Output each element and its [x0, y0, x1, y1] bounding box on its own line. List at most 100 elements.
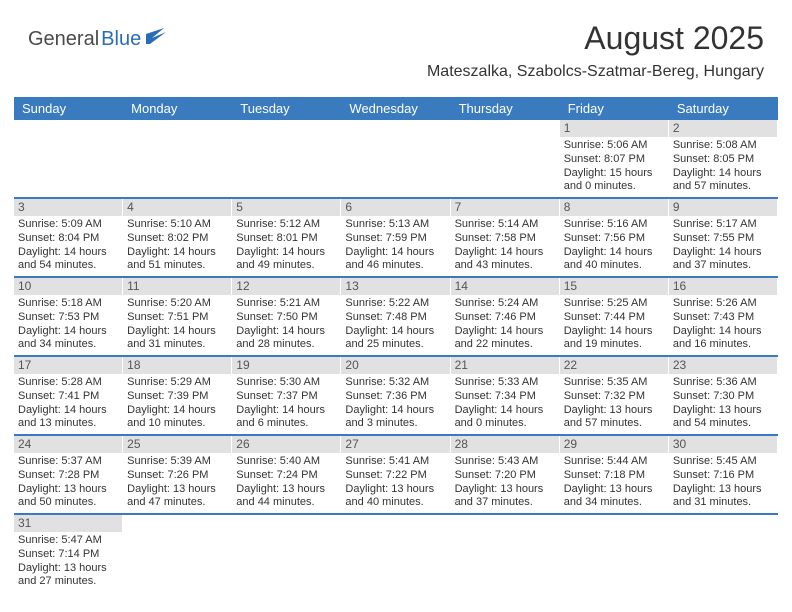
day-cell: 1Sunrise: 5:06 AMSunset: 8:07 PMDaylight… — [560, 120, 669, 197]
day-cell: 9Sunrise: 5:17 AMSunset: 7:55 PMDaylight… — [669, 199, 778, 276]
day-number: 10 — [14, 278, 122, 295]
daylight-line: Daylight: 14 hours and 22 minutes. — [455, 325, 555, 353]
day-cell: 10Sunrise: 5:18 AMSunset: 7:53 PMDayligh… — [14, 278, 123, 355]
day-number: 8 — [560, 199, 668, 216]
sunrise-line: Sunrise: 5:36 AM — [673, 376, 773, 390]
week-row: 24Sunrise: 5:37 AMSunset: 7:28 PMDayligh… — [14, 436, 778, 515]
day-number: 5 — [232, 199, 340, 216]
day-cell: 11Sunrise: 5:20 AMSunset: 7:51 PMDayligh… — [123, 278, 232, 355]
day-number: 29 — [560, 436, 668, 453]
day-number: 22 — [560, 357, 668, 374]
sunset-line: Sunset: 7:41 PM — [18, 390, 118, 404]
day-number: 6 — [341, 199, 449, 216]
sunset-line: Sunset: 8:02 PM — [127, 232, 227, 246]
day-cell: 17Sunrise: 5:28 AMSunset: 7:41 PMDayligh… — [14, 357, 123, 434]
title-block: August 2025 Mateszalka, Szabolcs-Szatmar… — [427, 20, 764, 81]
sunset-line: Sunset: 7:34 PM — [455, 390, 555, 404]
day-cell: 3Sunrise: 5:09 AMSunset: 8:04 PMDaylight… — [14, 199, 123, 276]
day-header: Saturday — [669, 97, 778, 120]
day-cell — [560, 515, 669, 592]
day-cell — [232, 515, 341, 592]
day-number: 24 — [14, 436, 122, 453]
daylight-line: Daylight: 14 hours and 19 minutes. — [564, 325, 664, 353]
sunrise-line: Sunrise: 5:28 AM — [18, 376, 118, 390]
sunset-line: Sunset: 7:48 PM — [345, 311, 445, 325]
sunrise-line: Sunrise: 5:26 AM — [673, 297, 773, 311]
sunset-line: Sunset: 7:51 PM — [127, 311, 227, 325]
day-number: 1 — [560, 120, 668, 137]
sunset-line: Sunset: 7:46 PM — [455, 311, 555, 325]
sunset-line: Sunset: 7:36 PM — [345, 390, 445, 404]
daylight-line: Daylight: 14 hours and 3 minutes. — [345, 404, 445, 432]
day-cell: 15Sunrise: 5:25 AMSunset: 7:44 PMDayligh… — [560, 278, 669, 355]
day-number: 4 — [123, 199, 231, 216]
daylight-line: Daylight: 14 hours and 46 minutes. — [345, 246, 445, 274]
day-number: 16 — [669, 278, 777, 295]
sunrise-line: Sunrise: 5:20 AM — [127, 297, 227, 311]
sunset-line: Sunset: 8:01 PM — [236, 232, 336, 246]
day-cell: 16 Sunrise: 5:26 AMSunset: 7:43 PMDayligh… — [669, 278, 778, 355]
sunset-line: Sunset: 7:20 PM — [455, 469, 555, 483]
month-title: August 2025 — [427, 20, 764, 57]
sunrise-line: Sunrise: 5:13 AM — [345, 218, 445, 232]
day-cell — [341, 515, 450, 592]
day-cell: 4Sunrise: 5:10 AMSunset: 8:02 PMDaylight… — [123, 199, 232, 276]
day-header: Thursday — [451, 97, 560, 120]
day-cell — [123, 120, 232, 197]
daylight-line: Daylight: 14 hours and 31 minutes. — [127, 325, 227, 353]
week-row: 17Sunrise: 5:28 AMSunset: 7:41 PMDayligh… — [14, 357, 778, 436]
sunset-line: Sunset: 7:24 PM — [236, 469, 336, 483]
week-row: 1Sunrise: 5:06 AMSunset: 8:07 PMDaylight… — [14, 120, 778, 199]
sunrise-line: Sunrise: 5:43 AM — [455, 455, 555, 469]
sunset-line: Sunset: 7:43 PM — [673, 311, 773, 325]
day-cell: 28Sunrise: 5:43 AMSunset: 7:20 PMDayligh… — [451, 436, 560, 513]
day-cell — [232, 120, 341, 197]
daylight-line: Daylight: 14 hours and 13 minutes. — [18, 404, 118, 432]
sunrise-line: Sunrise: 5:33 AM — [455, 376, 555, 390]
day-cell: 22Sunrise: 5:35 AMSunset: 7:32 PMDayligh… — [560, 357, 669, 434]
daylight-line: Daylight: 13 hours and 54 minutes. — [673, 404, 773, 432]
sunrise-line: Sunrise: 5:17 AM — [673, 218, 773, 232]
daylight-line: Daylight: 14 hours and 34 minutes. — [18, 325, 118, 353]
day-number: 31 — [14, 515, 122, 532]
day-cell: 5Sunrise: 5:12 AMSunset: 8:01 PMDaylight… — [232, 199, 341, 276]
day-number: 3 — [14, 199, 122, 216]
day-header: Friday — [560, 97, 669, 120]
day-header-row: SundayMondayTuesdayWednesdayThursdayFrid… — [14, 97, 778, 120]
day-cell: 8Sunrise: 5:16 AMSunset: 7:56 PMDaylight… — [560, 199, 669, 276]
sunrise-line: Sunrise: 5:25 AM — [564, 297, 664, 311]
day-number: 25 — [123, 436, 231, 453]
sunrise-line: Sunrise: 5:14 AM — [455, 218, 555, 232]
day-header: Sunday — [14, 97, 123, 120]
day-number: 13 — [341, 278, 449, 295]
day-number: 27 — [341, 436, 449, 453]
sunset-line: Sunset: 7:26 PM — [127, 469, 227, 483]
day-number: 9 — [669, 199, 777, 216]
day-number: 21 — [451, 357, 559, 374]
sunrise-line: Sunrise: 5:30 AM — [236, 376, 336, 390]
day-cell: 18Sunrise: 5:29 AMSunset: 7:39 PMDayligh… — [123, 357, 232, 434]
week-row: 3Sunrise: 5:09 AMSunset: 8:04 PMDaylight… — [14, 199, 778, 278]
day-number: 2 — [669, 120, 777, 137]
day-cell: 27Sunrise: 5:41 AMSunset: 7:22 PMDayligh… — [341, 436, 450, 513]
sunset-line: Sunset: 7:44 PM — [564, 311, 664, 325]
page-header: General Blue August 2025 Mateszalka, Sza… — [0, 0, 792, 89]
daylight-line: Daylight: 14 hours and 43 minutes. — [455, 246, 555, 274]
day-header: Tuesday — [232, 97, 341, 120]
daylight-line: Daylight: 13 hours and 37 minutes. — [455, 483, 555, 511]
daylight-line: Daylight: 14 hours and 10 minutes. — [127, 404, 227, 432]
day-cell: 29Sunrise: 5:44 AMSunset: 7:18 PMDayligh… — [560, 436, 669, 513]
week-row: 31Sunrise: 5:47 AMSunset: 7:14 PMDayligh… — [14, 515, 778, 592]
day-cell — [123, 515, 232, 592]
week-row: 10Sunrise: 5:18 AMSunset: 7:53 PMDayligh… — [14, 278, 778, 357]
sunrise-line: Sunrise: 5:18 AM — [18, 297, 118, 311]
daylight-line: Daylight: 14 hours and 16 minutes. — [673, 325, 773, 353]
sunset-line: Sunset: 7:22 PM — [345, 469, 445, 483]
sunrise-line: Sunrise: 5:39 AM — [127, 455, 227, 469]
location-subtitle: Mateszalka, Szabolcs-Szatmar-Bereg, Hung… — [427, 63, 764, 81]
sunset-line: Sunset: 7:28 PM — [18, 469, 118, 483]
sunset-line: Sunset: 7:58 PM — [455, 232, 555, 246]
day-cell: 12Sunrise: 5:21 AMSunset: 7:50 PMDayligh… — [232, 278, 341, 355]
day-cell: 14Sunrise: 5:24 AMSunset: 7:46 PMDayligh… — [451, 278, 560, 355]
sunrise-line: Sunrise: 5:47 AM — [18, 534, 118, 548]
